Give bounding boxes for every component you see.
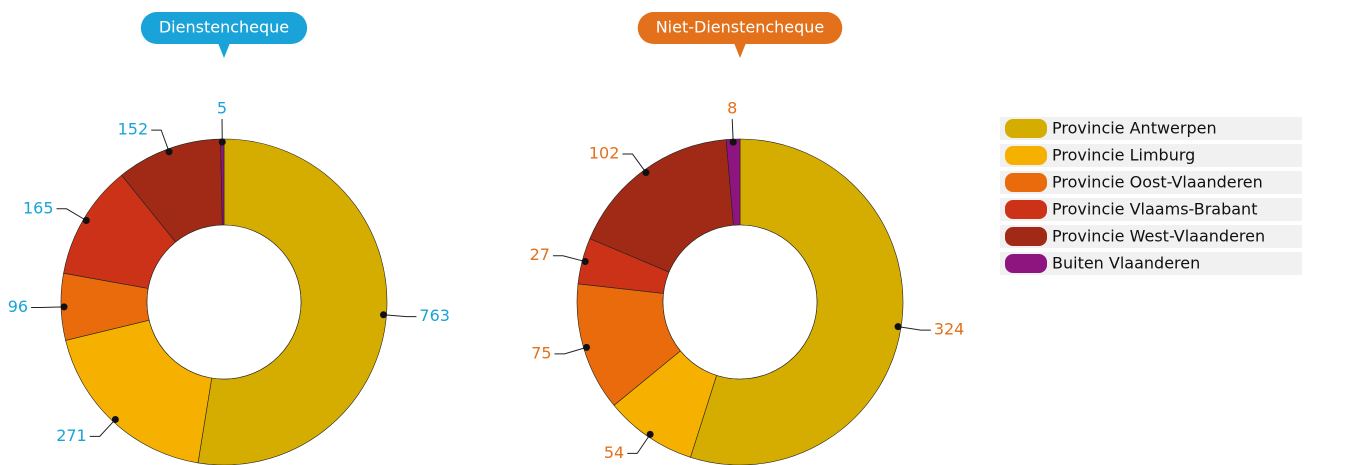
legend-row (1000, 225, 1302, 248)
label-dot (642, 169, 650, 177)
label-dot (111, 415, 119, 423)
legend-row (1000, 252, 1302, 275)
legend-label: Provincie Vlaams-Brabant (1052, 200, 1257, 219)
legend-swatch (1005, 254, 1047, 273)
data-label: 165 (23, 198, 54, 217)
label-dot (583, 343, 591, 351)
chart-title: Niet-Dienstencheque (656, 18, 825, 37)
label-leader (731, 119, 734, 143)
legend-swatch (1005, 227, 1047, 246)
data-label: 763 (419, 306, 450, 325)
legend-swatch (1005, 173, 1047, 192)
label-dot (729, 138, 737, 146)
legend-swatch (1005, 200, 1047, 219)
title-pill (140, 12, 308, 44)
legend-label: Provincie Antwerpen (1052, 119, 1217, 138)
label-leader (383, 314, 417, 318)
label-leader (622, 153, 647, 173)
data-label: 324 (934, 320, 965, 339)
legend-label: Provincie Oost-Vlaanderen (1052, 173, 1263, 192)
title-pointer (734, 43, 746, 58)
label-leader (56, 208, 87, 221)
data-label: 152 (118, 120, 149, 139)
label-dot (165, 148, 173, 156)
legend-label: Provincie Limburg (1052, 146, 1195, 165)
data-label: 102 (589, 143, 620, 162)
label-dot (379, 311, 387, 319)
label-leader (898, 326, 931, 331)
legend-label: Buiten Vlaanderen (1052, 254, 1200, 273)
data-label: 27 (530, 245, 550, 264)
donut-hole (662, 224, 818, 380)
title-pointer (218, 43, 230, 58)
legend-swatch (1005, 146, 1047, 165)
label-leader (89, 419, 116, 437)
donut-hole (146, 224, 302, 380)
data-label: 54 (604, 443, 624, 462)
data-label: 75 (531, 343, 551, 362)
data-label: 271 (56, 426, 87, 445)
label-dot (581, 258, 589, 266)
chart-title: Dienstencheque (159, 18, 289, 37)
label-dot (60, 303, 68, 311)
data-label: 5 (217, 99, 227, 118)
legend-row (1000, 171, 1302, 194)
title-pill (637, 12, 843, 44)
legend-row (1000, 144, 1302, 167)
label-leader (554, 346, 587, 355)
legend-swatch (1005, 119, 1047, 138)
label-dot (646, 430, 654, 438)
label-leader (151, 129, 170, 152)
data-label: 96 (8, 297, 28, 316)
label-leader (31, 306, 65, 309)
legend-label: Provincie West-Vlaanderen (1052, 227, 1265, 246)
label-leader (627, 434, 651, 454)
label-leader (552, 255, 586, 263)
label-dot (218, 138, 226, 146)
data-label: 8 (727, 99, 737, 118)
label-dot (894, 323, 902, 331)
legend-row (1000, 117, 1302, 140)
legend-row (1000, 198, 1302, 221)
label-dot (82, 217, 90, 225)
